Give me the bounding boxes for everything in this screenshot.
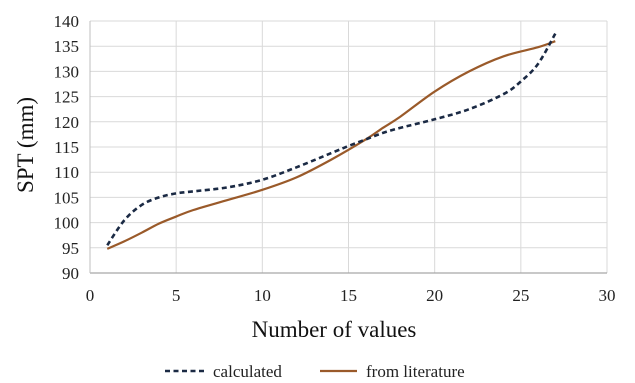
axes	[89, 21, 607, 274]
legend: calculated from literature	[165, 362, 465, 381]
x-tick-label: 5	[172, 286, 181, 305]
series-lines	[106, 32, 557, 250]
legend-label-from-literature: from literature	[366, 362, 465, 381]
y-tick-label: 105	[54, 188, 80, 207]
series-line-from-literature	[106, 40, 556, 250]
x-tick-label: 10	[254, 286, 271, 305]
series-line-calculated	[106, 32, 557, 247]
x-tick-label: 20	[426, 286, 443, 305]
y-tick-label: 130	[54, 62, 80, 81]
legend-label-calculated: calculated	[213, 362, 282, 381]
y-tick-label: 135	[54, 37, 80, 56]
x-tick-label: 0	[86, 286, 95, 305]
x-tick-label: 30	[599, 286, 616, 305]
x-axis-title: Number of values	[252, 317, 417, 342]
y-tick-labels: 90 95 100 105 110 115 120 125 130 135 140	[54, 12, 80, 283]
y-tick-label: 125	[54, 88, 80, 107]
y-axis-title: SPT (mm)	[13, 97, 38, 193]
x-tick-labels: 0 5 10 15 20 25 30	[86, 286, 616, 305]
y-tick-label: 90	[62, 264, 79, 283]
x-tick-label: 25	[512, 286, 529, 305]
y-tick-label: 95	[62, 239, 79, 258]
grid-lines	[90, 20, 608, 273]
y-tick-label: 140	[54, 12, 80, 31]
y-tick-label: 110	[54, 163, 79, 182]
y-tick-label: 115	[54, 138, 79, 157]
y-tick-label: 120	[54, 113, 80, 132]
y-tick-label: 100	[54, 214, 80, 233]
x-tick-label: 15	[340, 286, 357, 305]
